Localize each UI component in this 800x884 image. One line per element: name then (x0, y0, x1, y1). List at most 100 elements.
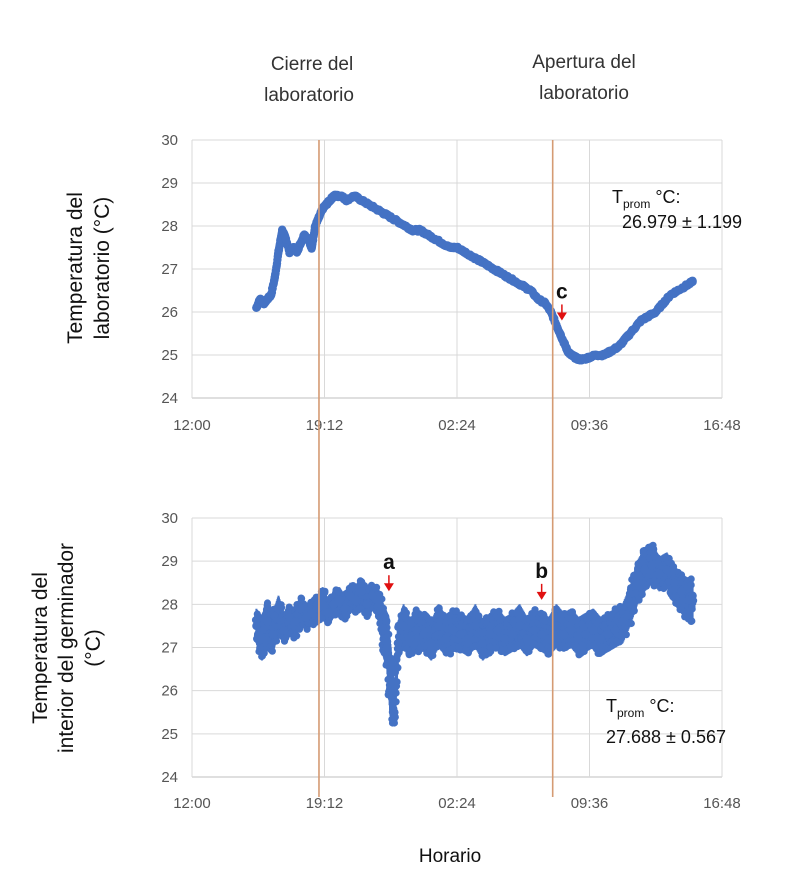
data-point (452, 607, 460, 615)
chart2-mean-subscript: prom (617, 706, 644, 720)
x-tick-label: 19:12 (306, 417, 344, 434)
data-point (412, 606, 420, 614)
data-point (342, 196, 351, 205)
data-point (492, 644, 500, 652)
data-point (651, 307, 660, 317)
x-tick-label: 19:12 (306, 795, 344, 812)
chart1-mean-unit: °C: (650, 187, 680, 207)
open-annotation-line1: Apertura del (532, 52, 636, 73)
data-point (603, 630, 613, 639)
data-point (482, 260, 491, 269)
data-point (416, 226, 425, 235)
data-point (647, 561, 657, 570)
data-point (266, 290, 276, 299)
data-point (303, 234, 313, 244)
data-point (386, 213, 395, 222)
data-point (445, 243, 454, 252)
data-point (434, 621, 443, 631)
data-point (644, 312, 653, 321)
data-point (292, 247, 302, 256)
data-point (321, 589, 329, 597)
data-point (546, 307, 556, 317)
x-tick-label: 16:48 (703, 795, 741, 812)
y-tick-label: 26 (161, 304, 178, 321)
data-point (552, 621, 561, 631)
marker-arrow-head (556, 312, 567, 321)
data-point (281, 234, 291, 244)
data-point (263, 617, 272, 626)
data-point (592, 350, 602, 360)
data-point (540, 611, 548, 620)
y-tick-label: 25 (161, 347, 178, 364)
data-point (670, 578, 679, 587)
data-point (627, 619, 635, 628)
data-point (311, 221, 320, 231)
data-point (357, 587, 366, 596)
data-point (533, 294, 543, 304)
data-point (537, 630, 546, 639)
data-point (393, 656, 401, 664)
data-point (688, 277, 697, 287)
data-point (401, 221, 410, 231)
data-point (293, 632, 301, 640)
data-point (633, 578, 642, 587)
chart1-gridlines (191, 139, 723, 399)
data-point (373, 595, 383, 605)
data-point (296, 604, 305, 613)
chart1-data-points (252, 190, 697, 365)
data-point (279, 626, 289, 635)
y-tick-label: 27 (161, 261, 178, 278)
data-point (268, 647, 276, 655)
data-point (478, 629, 486, 637)
data-point (580, 647, 588, 656)
data-point (274, 604, 283, 613)
data-point (478, 639, 487, 648)
data-point (623, 612, 631, 620)
data-point (382, 643, 392, 652)
data-point (508, 609, 516, 617)
data-point (392, 689, 400, 697)
data-point (349, 191, 359, 201)
data-point (379, 208, 388, 218)
data-point (681, 282, 690, 291)
chart2-mean-unit: °C: (644, 696, 674, 716)
data-point (405, 634, 414, 644)
data-point (412, 626, 421, 635)
data-point (585, 353, 594, 362)
y-tick-label: 29 (161, 553, 178, 570)
data-point (688, 591, 697, 600)
data-point (427, 645, 435, 653)
data-point (658, 299, 668, 308)
data-point (504, 273, 513, 282)
data-point (485, 630, 495, 639)
data-point (545, 647, 553, 655)
data-point (614, 342, 624, 351)
chart2-y-ticks: 24 25 26 27 28 29 30 (161, 510, 178, 786)
marker-arrow-head (536, 591, 547, 600)
chart2-y-axis-label: Temperatura del interior del germinador … (29, 543, 105, 753)
data-point (616, 632, 625, 640)
data-point (373, 583, 381, 592)
chart2-mean-symbol: T (606, 696, 617, 716)
data-point (630, 607, 638, 615)
data-point (357, 196, 366, 205)
data-point (379, 604, 387, 612)
x-tick-label: 16:48 (703, 417, 741, 434)
data-point (252, 303, 261, 312)
data-point (495, 607, 503, 615)
data-point (335, 595, 344, 605)
y-tick-label: 28 (161, 218, 178, 235)
data-point (493, 626, 502, 635)
data-point (449, 626, 458, 635)
data-point (351, 595, 360, 605)
data-point (464, 649, 472, 657)
data-point (525, 647, 533, 656)
data-point (270, 273, 279, 282)
data-point (662, 565, 671, 574)
y-tick-label: 25 (161, 726, 178, 743)
data-point (589, 626, 598, 635)
y-tick-label: 30 (161, 510, 178, 527)
x-axis-label: Horario (419, 846, 481, 867)
data-point (541, 299, 550, 308)
data-point (607, 346, 616, 355)
